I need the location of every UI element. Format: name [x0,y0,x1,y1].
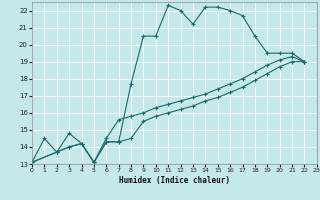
X-axis label: Humidex (Indice chaleur): Humidex (Indice chaleur) [119,176,230,185]
